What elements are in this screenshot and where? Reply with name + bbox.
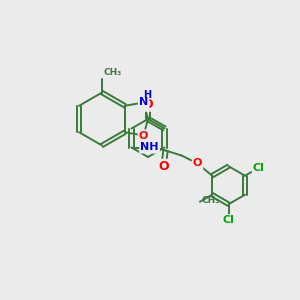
Text: CH₃: CH₃ [202, 196, 220, 205]
Text: O: O [193, 158, 202, 169]
Text: H: H [143, 91, 152, 100]
Text: Cl: Cl [253, 163, 265, 173]
Text: N: N [139, 98, 148, 107]
Text: O: O [139, 130, 148, 140]
Text: O: O [143, 98, 153, 110]
Text: NH: NH [140, 142, 159, 152]
Text: CH₃: CH₃ [104, 68, 122, 76]
Text: Cl: Cl [223, 215, 235, 225]
Text: O: O [158, 160, 169, 173]
